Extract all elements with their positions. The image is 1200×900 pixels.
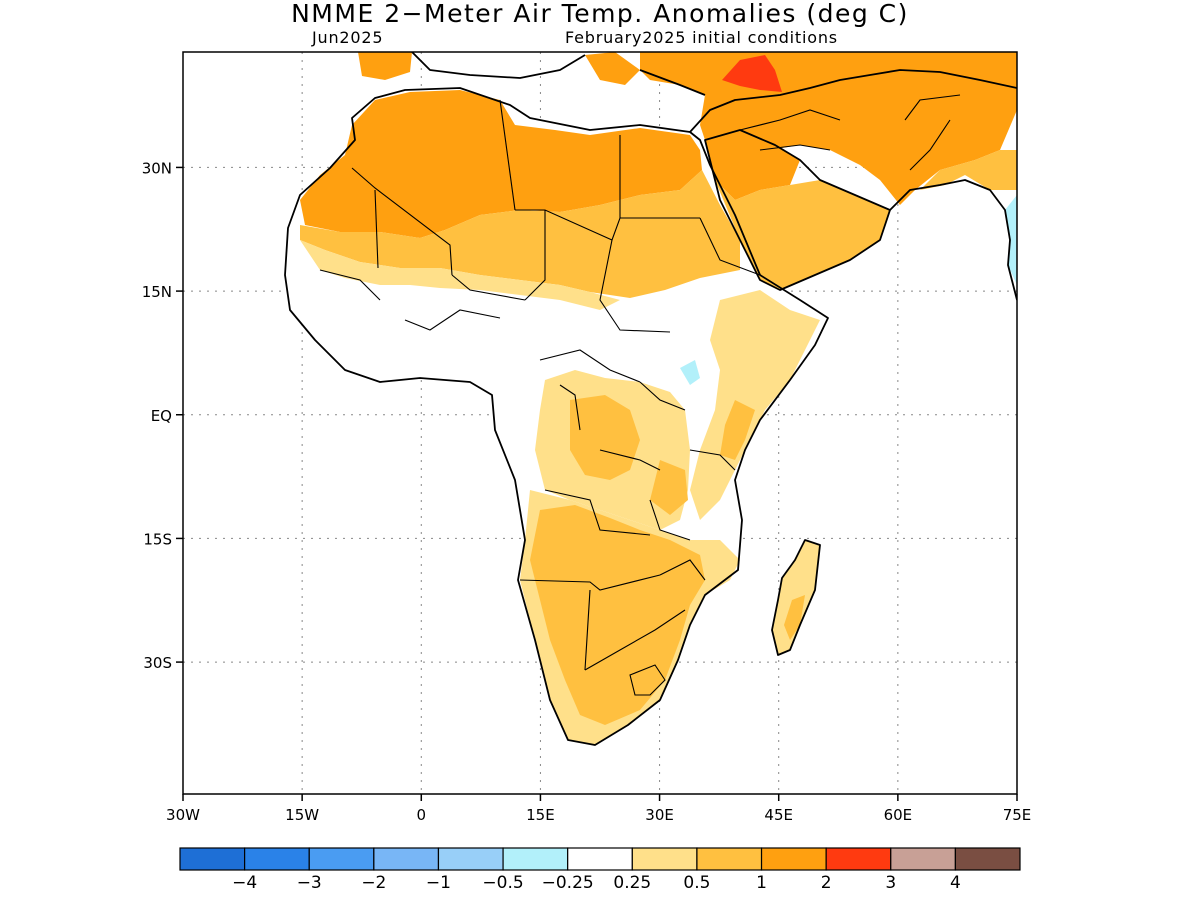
lat-tick-label: 15S <box>143 530 172 548</box>
lat-tick-label: 15N <box>142 283 172 301</box>
colorbar-swatch <box>502 847 569 871</box>
map-area <box>183 52 1017 794</box>
colorbar-swatch <box>696 847 763 871</box>
coastlines <box>284 52 1017 746</box>
lon-tick-label: 15E <box>526 806 555 824</box>
lat-tick-label: EQ <box>151 407 172 425</box>
initial-conditions: February2025 initial conditions <box>565 28 838 47</box>
colorbar-label: 1 <box>756 873 767 893</box>
lat-tick-label: 30N <box>142 159 172 177</box>
colorbar-label: 0.25 <box>613 873 651 893</box>
colorbar-label: 0.5 <box>683 873 710 893</box>
colorbar-label: −1 <box>426 873 451 893</box>
colorbar-label: 3 <box>885 873 896 893</box>
valid-month: Jun2025 <box>312 28 384 47</box>
country-borders <box>319 94 961 696</box>
lon-tick-label: 30E <box>645 806 674 824</box>
colorbar-swatch <box>890 847 956 871</box>
colorbar-swatch <box>373 847 440 871</box>
colorbar-swatch <box>244 847 310 871</box>
colorbar-swatch <box>179 847 246 871</box>
colorbar-label: −0.25 <box>542 873 594 893</box>
colorbar-swatch <box>825 847 892 871</box>
colorbar-swatch <box>437 847 504 871</box>
lon-tick-label: 15W <box>285 806 319 824</box>
lat-axis: 30N 15N EQ 15S 30S <box>142 159 183 672</box>
colorbar-swatch <box>631 847 698 871</box>
colorbar-label: −3 <box>297 873 322 893</box>
colorbar-label: 4 <box>950 873 961 893</box>
lon-tick-label: 45E <box>764 806 793 824</box>
lon-tick-label: 60E <box>884 806 913 824</box>
colorbar-label: −2 <box>361 873 386 893</box>
lon-tick-label: 75E <box>1003 806 1032 824</box>
anomaly-shading <box>300 52 1017 745</box>
colorbar-label: −0.5 <box>482 873 523 893</box>
map-frame <box>182 51 1018 795</box>
lon-tick-label: 30W <box>166 806 200 824</box>
colorbar-swatch <box>308 847 375 871</box>
figure-title: NMME 2−Meter Air Temp. Anomalies (deg C) <box>291 0 909 28</box>
colorbar-label: −4 <box>232 873 257 893</box>
lon-tick-label: 0 <box>417 806 427 824</box>
lon-axis: 30W 15W 0 15E 30E 45E 60E 75E <box>166 794 1031 824</box>
colorbar-swatch <box>567 847 633 871</box>
colorbar: −4 −3 −2 −1 −0.5 −0.25 0.25 0.5 1 2 3 4 <box>179 847 1021 893</box>
colorbar-label: 2 <box>821 873 832 893</box>
colorbar-swatch <box>760 847 827 871</box>
lat-tick-label: 30S <box>143 654 172 672</box>
colorbar-swatch <box>954 847 1021 871</box>
